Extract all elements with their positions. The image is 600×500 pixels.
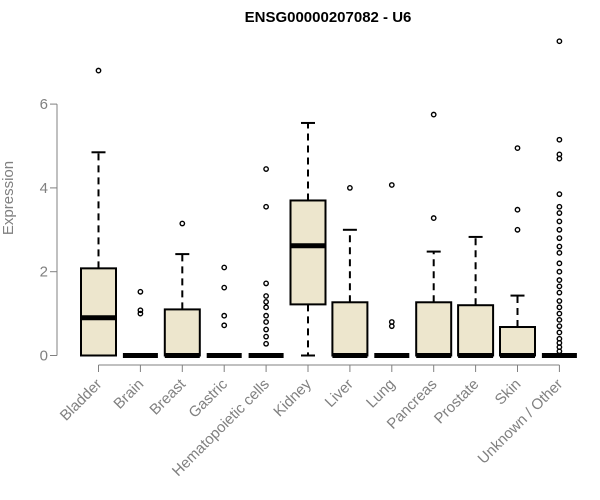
outlier-point [137, 310, 144, 317]
outlier-point [388, 319, 395, 325]
outlier-point [263, 340, 269, 347]
plot-area [80, 38, 577, 358]
box-bladder [80, 67, 117, 357]
box-body [457, 304, 495, 357]
y-tick-label: 6 [40, 96, 48, 113]
box-body [289, 199, 327, 306]
outlier-point [556, 210, 563, 216]
box-body [499, 326, 536, 357]
x-tick-label: Breast [146, 375, 189, 418]
box-liver [331, 184, 369, 358]
box-hematopoietic-cells [248, 166, 284, 358]
outlier-point [556, 289, 563, 296]
x-tick-label: Lung [363, 376, 399, 412]
outlier-point [556, 298, 563, 304]
box-body [331, 301, 369, 357]
y-axis: 0 2 4 6 [40, 96, 58, 365]
box-prostate [457, 235, 495, 358]
outlier-point [514, 206, 521, 213]
box-body [80, 267, 117, 357]
outlier-point [263, 326, 269, 333]
outlier-point [556, 323, 563, 330]
box-skin [499, 145, 536, 358]
outlier-point [221, 264, 228, 271]
outlier-point [95, 67, 102, 74]
outlier-point [346, 184, 353, 191]
outlier-point [556, 218, 563, 225]
box-kidney [289, 121, 327, 357]
outlier-point [388, 182, 395, 188]
outlier-point [263, 293, 269, 299]
box-breast [163, 220, 201, 358]
box-unknown-other [541, 38, 577, 358]
outlier-point [137, 307, 144, 314]
outlier-point [556, 335, 563, 342]
outlier-point [179, 220, 186, 227]
x-tick-label: Bladder [57, 376, 106, 425]
outlier-point [263, 312, 269, 319]
x-tick-label: Liver [322, 376, 357, 411]
outlier-point [556, 226, 563, 233]
outlier-point [430, 111, 437, 118]
y-tick-label: 2 [40, 264, 48, 281]
box-body [415, 301, 453, 357]
x-tick-label: Skin [492, 376, 525, 409]
outlier-point [514, 145, 521, 151]
box-gastric [206, 264, 242, 358]
outlier-point [556, 277, 563, 283]
box-brain [122, 288, 158, 358]
outlier-point [556, 310, 563, 317]
chart-title: ENSG00000207082 - U6 [245, 9, 412, 26]
x-tick-label: Brain [110, 376, 147, 413]
outlier-point [556, 329, 563, 336]
box-pancreas [415, 111, 453, 358]
outlier-point [556, 304, 563, 311]
outlier-point [556, 283, 563, 290]
y-tick-label: 4 [40, 180, 48, 197]
outlier-point [556, 151, 563, 158]
outlier-point [221, 284, 228, 291]
box-body [163, 308, 201, 357]
outlier-point [263, 304, 269, 311]
outlier-point [556, 316, 563, 323]
outlier-point [556, 268, 563, 275]
outlier-point [556, 260, 563, 267]
outlier-point [263, 280, 269, 287]
y-axis-label: Expression [0, 161, 17, 235]
outlier-point [556, 243, 563, 250]
outlier-point [221, 312, 228, 319]
outlier-point [556, 136, 563, 143]
outlier-point [556, 249, 563, 256]
outlier-point [556, 203, 563, 210]
outlier-point [263, 333, 269, 340]
outlier-point [430, 215, 437, 221]
outlier-point [556, 38, 563, 45]
outlier-point [137, 288, 144, 295]
outlier-point [263, 166, 269, 172]
box-lung [374, 182, 410, 358]
outlier-point [263, 203, 269, 210]
outlier-point [221, 322, 228, 329]
outlier-point [556, 191, 563, 198]
outlier-point [556, 235, 563, 242]
outlier-point [263, 319, 269, 325]
x-tick-label: Prostate [431, 376, 483, 428]
outlier-point [263, 298, 269, 305]
outlier-point [514, 226, 521, 233]
y-tick-label: 0 [40, 348, 48, 365]
x-tick-label: Kidney [270, 375, 315, 420]
